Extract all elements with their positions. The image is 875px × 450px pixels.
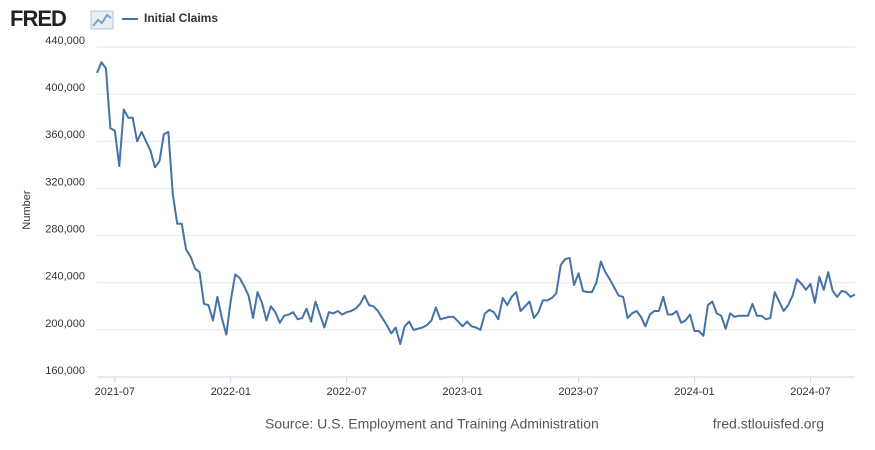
y-tick-label: 440,000 xyxy=(45,35,85,47)
y-tick-label: 240,000 xyxy=(45,271,85,283)
site: fred.stlouisfed.org xyxy=(713,416,824,432)
source: Source: U.S. Employment and Training Adm… xyxy=(265,416,599,432)
x-tick-label: 2023-01 xyxy=(442,386,482,398)
x-tick-label: 2024-01 xyxy=(674,386,714,398)
x-tick-label: 2022-07 xyxy=(327,386,367,398)
y-axis-label: Number xyxy=(21,190,33,229)
logo-icon xyxy=(90,10,114,30)
y-tick-label: 160,000 xyxy=(45,365,85,377)
y-tick-label: 360,000 xyxy=(45,129,85,141)
x-tick-label: 2023-07 xyxy=(558,386,598,398)
y-tick-label: 320,000 xyxy=(45,176,85,188)
x-tick-label: 2021-07 xyxy=(95,386,135,398)
series-line xyxy=(96,61,856,345)
logo: FRED xyxy=(10,6,66,31)
y-tick-label: 200,000 xyxy=(45,318,85,330)
y-tick-label: 400,000 xyxy=(45,82,85,94)
legend-label: Initial Claims xyxy=(144,11,218,25)
x-tick-label: 2024-07 xyxy=(790,386,830,398)
x-tick-label: 2022-01 xyxy=(211,386,251,398)
y-tick-label: 280,000 xyxy=(45,223,85,235)
